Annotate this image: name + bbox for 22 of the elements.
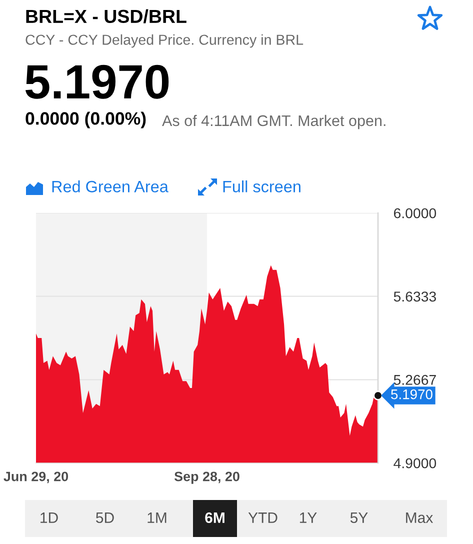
text: Red Green Area (52, 180, 168, 192)
y-tick-label: 5.2667 (394, 374, 436, 385)
text: 5D (96, 512, 114, 524)
chart-title: BRL=X - USD/BRL (26, 9, 186, 24)
text: 1Y (300, 512, 317, 523)
text: As of 4:11AM GMT. Market open. (162, 114, 386, 130)
text: YTD (248, 512, 278, 523)
text: 1M (148, 512, 166, 523)
text: 5Y (350, 512, 368, 524)
text: Full screen (223, 180, 300, 192)
chart-subtitle: CCY - CCY Delayed Price. Currency in BRL (26, 34, 304, 48)
annotation: 5.1970 (391, 389, 432, 400)
y-tick-label: 5.6333 (394, 292, 436, 302)
text: 1D (40, 512, 58, 523)
y-tick-label: 6.0000 (394, 208, 436, 218)
y-tick-label: 4.9000 (394, 458, 436, 468)
text: 0.0000 (0.00%) (26, 112, 146, 128)
text: 5.1970 (25, 64, 169, 99)
x-tick-label: Jun 29, 20 (4, 472, 68, 484)
x-tick-label: Sep 28, 20 (174, 472, 240, 484)
text: 6M (205, 512, 224, 524)
text: Max (406, 512, 434, 524)
